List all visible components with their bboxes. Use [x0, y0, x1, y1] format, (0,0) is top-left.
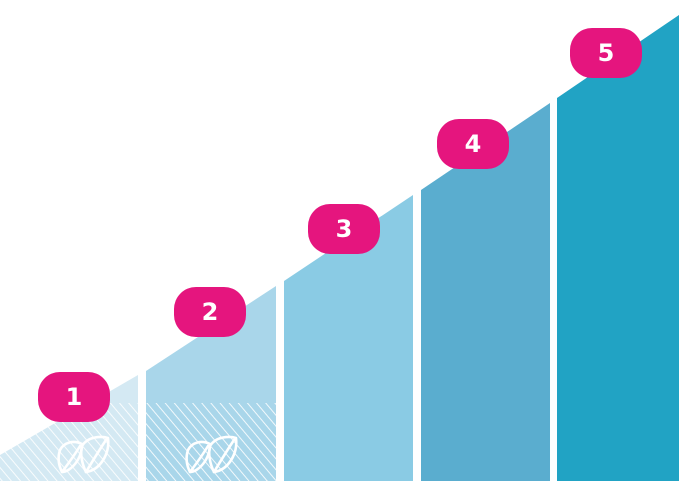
- step-2-hatch: [146, 403, 276, 481]
- step-1-badge: 1: [38, 372, 110, 422]
- step-5-badge: 5: [570, 28, 642, 78]
- leaf-icon: [57, 435, 110, 474]
- step-3-badge: 3: [308, 204, 380, 254]
- step-3-column: [284, 195, 413, 481]
- step-2-badge: 2: [174, 287, 246, 337]
- step-5-column: [557, 15, 679, 481]
- leaf-icon: [185, 435, 238, 474]
- step-4-badge: 4: [437, 119, 509, 169]
- step-4-column: [421, 103, 550, 481]
